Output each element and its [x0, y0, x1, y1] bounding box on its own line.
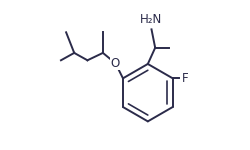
Text: F: F: [182, 72, 188, 85]
Text: H₂N: H₂N: [140, 13, 162, 26]
Text: O: O: [111, 57, 120, 70]
